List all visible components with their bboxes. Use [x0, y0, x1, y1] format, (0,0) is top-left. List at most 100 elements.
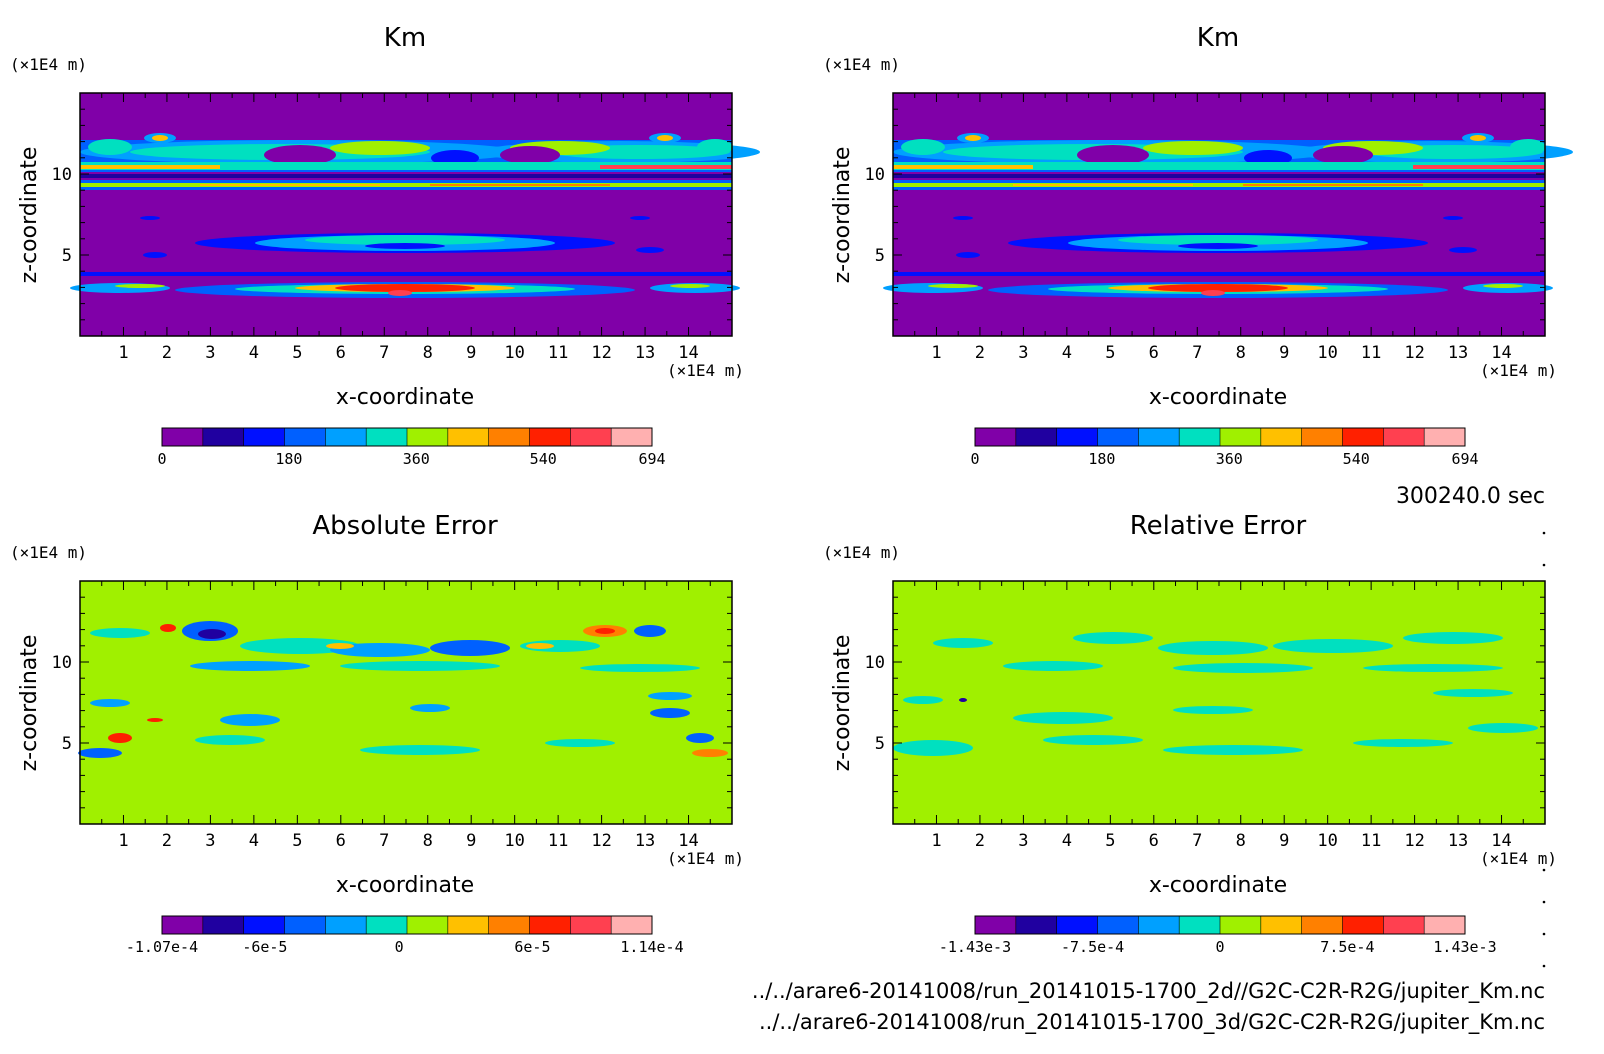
x-tick-label: 4: [1062, 343, 1072, 363]
colorbar-label: 694: [1451, 450, 1478, 468]
colorbar-swatch: [488, 916, 530, 934]
colorbar-swatch: [1424, 916, 1466, 934]
x-axis-label: x-coordinate: [336, 873, 474, 898]
panel-title: Absolute Error: [312, 511, 498, 541]
x-tick-label: 14: [1491, 831, 1511, 851]
x-tick-label: 8: [1236, 343, 1246, 363]
x-tick-label: 11: [548, 831, 568, 851]
x-unit-label: (×1E4 m): [1480, 849, 1557, 868]
colorbar-swatch: [202, 916, 245, 934]
colorbar-swatch: [1179, 916, 1221, 934]
y-tick-label: 5: [62, 734, 72, 754]
colorbar-swatch: [243, 916, 285, 934]
y-tick-label: 10: [52, 165, 72, 185]
colorbar-label: 1.43e-3: [1433, 938, 1496, 956]
x-tick-label: 6: [336, 343, 346, 363]
colorbar-swatch: [1015, 428, 1058, 446]
plot-area: [70, 93, 760, 336]
x-tick-label: 3: [205, 831, 215, 851]
field-background: [893, 93, 1545, 336]
x-axis-label: x-coordinate: [336, 385, 474, 410]
colorbar: -1.07e-4 -6e-5 0 6e-5 1.14e-4: [126, 915, 684, 956]
x-tick-label: 4: [249, 343, 259, 363]
colorbar-label: -7.5e-4: [1061, 938, 1124, 956]
colorbar-swatch: [243, 428, 285, 446]
x-tick-label: 2: [975, 343, 985, 363]
colorbar-swatch: [1138, 916, 1180, 934]
x-tick-label: 13: [1448, 343, 1468, 363]
x-tick-label: 13: [635, 831, 655, 851]
x-tick-label: 1: [118, 343, 128, 363]
colorbar-swatch: [529, 916, 571, 934]
colorbar-label: 0: [1215, 938, 1224, 956]
colorbar-swatch: [1301, 916, 1343, 934]
colorbar-swatch: [1179, 428, 1221, 446]
x-tick-label: 12: [591, 343, 611, 363]
panel-title: Km: [1197, 23, 1239, 53]
x-tick-label: 5: [292, 343, 302, 363]
colorbar-swatch: [1097, 916, 1139, 934]
x-tick-label: 9: [466, 343, 476, 363]
x-tick-label: 1: [931, 343, 941, 363]
x-tick-label: 3: [1018, 343, 1028, 363]
x-tick-label: 10: [1317, 831, 1337, 851]
y-tick-label: 5: [875, 734, 885, 754]
colorbar: 0 180 360 540 694: [157, 427, 666, 468]
x-tick-label: 1: [118, 831, 128, 851]
y-tick-label: 5: [875, 246, 885, 266]
x-tick-label: 5: [1105, 831, 1115, 851]
y-axis-label: z-coordinate: [830, 147, 855, 284]
colorbar-label: 6e-5: [514, 938, 550, 956]
colorbar-swatch: [1424, 428, 1466, 446]
y-axis-label: z-coordinate: [17, 635, 42, 772]
colorbar-swatch: [366, 916, 408, 934]
file-path-2d: ../../arare6-20141008/run_20141015-1700_…: [752, 979, 1545, 1004]
panel-absolute-error: Absolute Error (×1E4 m): [10, 511, 744, 956]
x-tick-label: 11: [548, 343, 568, 363]
colorbar-swatch: [570, 916, 612, 934]
colorbar-swatch: [488, 428, 530, 446]
x-tick-label: 6: [1149, 343, 1159, 363]
y-tick-label: 10: [52, 653, 72, 673]
colorbar-label: 0: [395, 938, 404, 956]
colorbar-swatch: [162, 428, 204, 446]
colorbar-label: 694: [638, 450, 665, 468]
colorbar-label: 0: [970, 450, 979, 468]
margin-dots: [1542, 531, 1546, 968]
x-tick-label: 14: [678, 831, 698, 851]
x-tick-label: 6: [336, 831, 346, 851]
colorbar-swatch: [1056, 428, 1098, 446]
x-tick-label: 5: [1105, 343, 1115, 363]
x-tick-label: 7: [379, 343, 389, 363]
colorbar-label: -1.43e-3: [939, 938, 1011, 956]
colorbar-swatch: [407, 428, 449, 446]
y-unit-label: (×1E4 m): [10, 55, 87, 74]
x-tick-label: 4: [249, 831, 259, 851]
colorbar-swatch: [366, 428, 408, 446]
colorbar-swatch: [611, 428, 653, 446]
y-unit-label: (×1E4 m): [823, 543, 900, 562]
colorbar-swatch: [325, 916, 367, 934]
plot-area: [78, 581, 732, 824]
colorbar-swatch: [570, 428, 612, 446]
y-tick-label: 10: [865, 165, 885, 185]
colorbar-swatch: [447, 916, 490, 934]
colorbar-label: 360: [403, 450, 430, 468]
plot-area: [883, 93, 1573, 336]
x-axis-label: x-coordinate: [1149, 873, 1287, 898]
colorbar-swatch: [1342, 916, 1384, 934]
x-tick-label: 9: [1279, 343, 1289, 363]
x-unit-label: (×1E4 m): [1480, 361, 1557, 380]
colorbar-swatch: [975, 916, 1017, 934]
colorbar-label: 7.5e-4: [1320, 938, 1374, 956]
plot-area: [893, 581, 1545, 824]
colorbar-frame: [161, 915, 653, 935]
panel-title: Relative Error: [1130, 511, 1307, 541]
colorbar-swatch: [202, 428, 245, 446]
x-tick-label: 8: [1236, 831, 1246, 851]
colorbar-frame: [974, 427, 1466, 447]
colorbar-label: 0: [157, 450, 166, 468]
x-tick-label: 14: [1491, 343, 1511, 363]
x-tick-label: 10: [504, 831, 524, 851]
